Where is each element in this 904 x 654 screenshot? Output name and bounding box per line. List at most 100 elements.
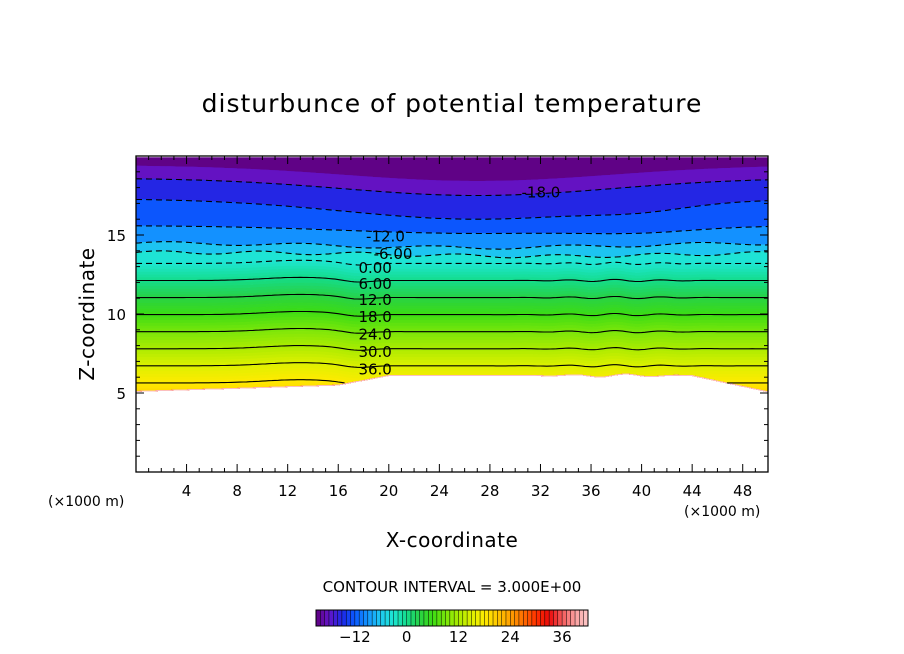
colorbar-cell: [363, 610, 369, 626]
x-tick-label: 32: [531, 482, 550, 500]
colorbar-cell: [324, 610, 330, 626]
colorbar-ticks: −12 0 12 24 36: [339, 628, 572, 646]
contour-labels: -18.0 -12.0-6.000.006.0012.018.024.030.03…: [358, 183, 560, 378]
colorbar-cell: [320, 610, 325, 626]
contour-line: [136, 362, 768, 368]
contour-label: -18.0: [522, 183, 561, 201]
contour-line: [136, 345, 768, 351]
colorbar-cell: [514, 610, 520, 626]
colorbar-cell: [583, 610, 589, 626]
colorbar-cell: [445, 610, 451, 626]
colorbar-cell: [406, 610, 412, 626]
colorbar-tick-label: 24: [501, 628, 520, 646]
colorbar-cell: [410, 610, 416, 626]
contour-fill: [136, 157, 768, 393]
colorbar-cell: [436, 610, 442, 626]
x-tick-label: 40: [632, 482, 651, 500]
x-tick-label: 16: [329, 482, 348, 500]
x-unit-right: (×1000 m): [684, 504, 760, 520]
colorbar-cell: [428, 610, 433, 626]
colorbar-cell: [531, 610, 537, 626]
colorbar-cell: [449, 610, 455, 626]
x-tick-label: 28: [480, 482, 499, 500]
contour-label: 18.0: [358, 308, 391, 326]
colorbar-cell: [458, 610, 463, 626]
contour-line: [136, 198, 768, 220]
colorbar-cell: [337, 610, 343, 626]
colorbar-cell: [441, 610, 446, 626]
colorbar-cell: [419, 610, 425, 626]
x-unit-left: (×1000 m): [48, 494, 124, 510]
x-tick-label: 24: [430, 482, 449, 500]
colorbar-cell: [505, 610, 511, 626]
contour-label: 24.0: [358, 326, 391, 344]
colorbar-cell: [367, 610, 373, 626]
colorbar: [315, 609, 589, 627]
contour-interval-label: CONTOUR INTERVAL = 3.000E+00: [323, 578, 582, 596]
colorbar-cell: [510, 610, 515, 626]
chart-title: disturbunce of potential temperature: [202, 89, 703, 118]
colorbar-cell: [333, 610, 338, 626]
colorbar-cell: [462, 610, 468, 626]
colorbar-tick-label: 12: [449, 628, 468, 646]
colorbar-cell: [328, 610, 334, 626]
y-tick-label: 15: [107, 227, 126, 245]
x-tick-label: 12: [278, 482, 297, 500]
colorbar-cell: [579, 610, 584, 626]
colorbar-cell: [536, 610, 541, 626]
colorbar-tick-label: 36: [553, 628, 572, 646]
colorbar-cell: [575, 610, 580, 626]
colorbar-cell: [562, 610, 567, 626]
colorbar-tick-label: −12: [339, 628, 371, 646]
colorbar-frame: [315, 609, 589, 627]
colorbar-cell: [380, 610, 386, 626]
x-axis-label: X-coordinate: [386, 528, 519, 552]
contour-label: 0.00: [358, 259, 391, 277]
contour-line: [136, 293, 768, 300]
colorbar-cell: [493, 610, 498, 626]
contour-label: 36.0: [358, 360, 391, 378]
colorbar-cell: [527, 610, 533, 626]
x-axis: 4 8 12 16 20 24 28 32 36 40 44 48: [148, 156, 756, 500]
contour-line: [136, 327, 768, 334]
contour-lines: [136, 178, 768, 384]
colorbar-cell: [389, 610, 394, 626]
colorbar-cell: [475, 610, 481, 626]
colorbar-cell: [518, 610, 524, 626]
contour-line: [136, 259, 768, 266]
colorbar-cell: [415, 610, 420, 626]
y-tick-label: 10: [107, 306, 126, 324]
contour-line: [136, 178, 768, 197]
colorbar-cell: [497, 610, 502, 626]
colorbar-cell: [316, 610, 321, 626]
colorbar-cell: [540, 610, 546, 626]
colorbar-cell: [566, 610, 571, 626]
colorbar-cell: [354, 610, 360, 626]
contour-line: [136, 276, 768, 283]
colorbar-cell: [471, 610, 476, 626]
colorbar-cell: [372, 610, 377, 626]
contour-line: [136, 250, 768, 259]
x-tick-label: 20: [379, 482, 398, 500]
colorbar-cell: [544, 610, 550, 626]
colorbar-cell: [346, 610, 351, 626]
contour-label: 6.00: [358, 275, 391, 293]
contour-line: [136, 241, 768, 250]
contour-line: [136, 310, 768, 317]
colorbar-cell: [350, 610, 356, 626]
contour-band: [136, 373, 768, 392]
y-axis-label: Z-coordinate: [75, 247, 99, 380]
colorbar-cell: [488, 610, 494, 626]
colorbar-cell: [341, 610, 347, 626]
colorbar-cell: [557, 610, 563, 626]
colorbar-cell: [553, 610, 558, 626]
colorbar-cell: [523, 610, 528, 626]
x-tick-label: 36: [581, 482, 600, 500]
colorbar-cell: [480, 610, 485, 626]
colorbar-cell: [376, 610, 381, 626]
contour-label: -12.0: [366, 228, 405, 246]
x-tick-label: 44: [683, 482, 702, 500]
colorbar-cell: [398, 610, 403, 626]
colorbar-cell: [393, 610, 399, 626]
